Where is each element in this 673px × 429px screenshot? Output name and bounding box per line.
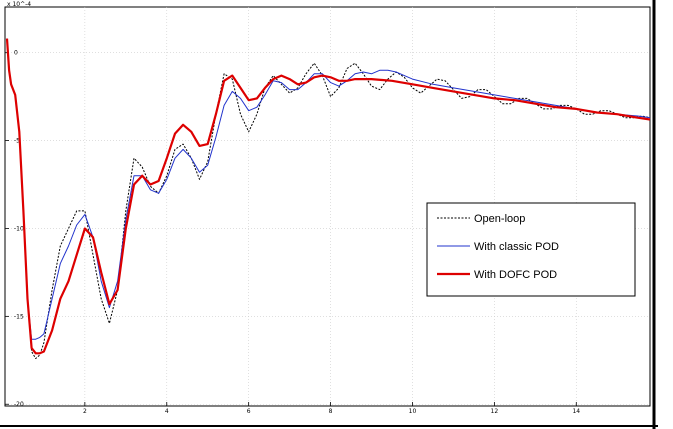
y-tick-label: 0 [14,50,18,57]
axis-ticks: 2 4 6 8 10 12 14 0 -5 -10 -15 -20 [5,50,580,415]
y-tick-label: -10 [14,225,24,232]
x-tick-label: 6 [247,408,251,415]
x-tick-label: 8 [329,408,333,415]
x-tick-label: 10 [409,408,417,415]
legend-label-open-loop: Open-loop [474,213,525,225]
legend-label-dofc-pod: With DOFC POD [474,269,557,281]
x-tick-label: 4 [165,408,169,415]
x-tick-label: 14 [572,408,580,415]
y-tick-label: -5 [14,138,20,145]
legend-label-classic-pod: With classic POD [474,241,559,253]
x-tick-label: 2 [83,408,87,415]
y-tick-label: -15 [14,313,24,320]
series-line-dofc-pod [5,38,651,355]
y-tick-label: -20 [14,401,24,408]
y-multiplier-label: x 10^-4 [7,1,31,8]
series-lines [5,38,651,359]
legend: Open-loop With classic POD With DOFC POD [426,202,636,297]
series-line-classic-pod [6,38,651,340]
x-tick-label: 12 [491,408,499,415]
grid-lines [5,7,650,406]
